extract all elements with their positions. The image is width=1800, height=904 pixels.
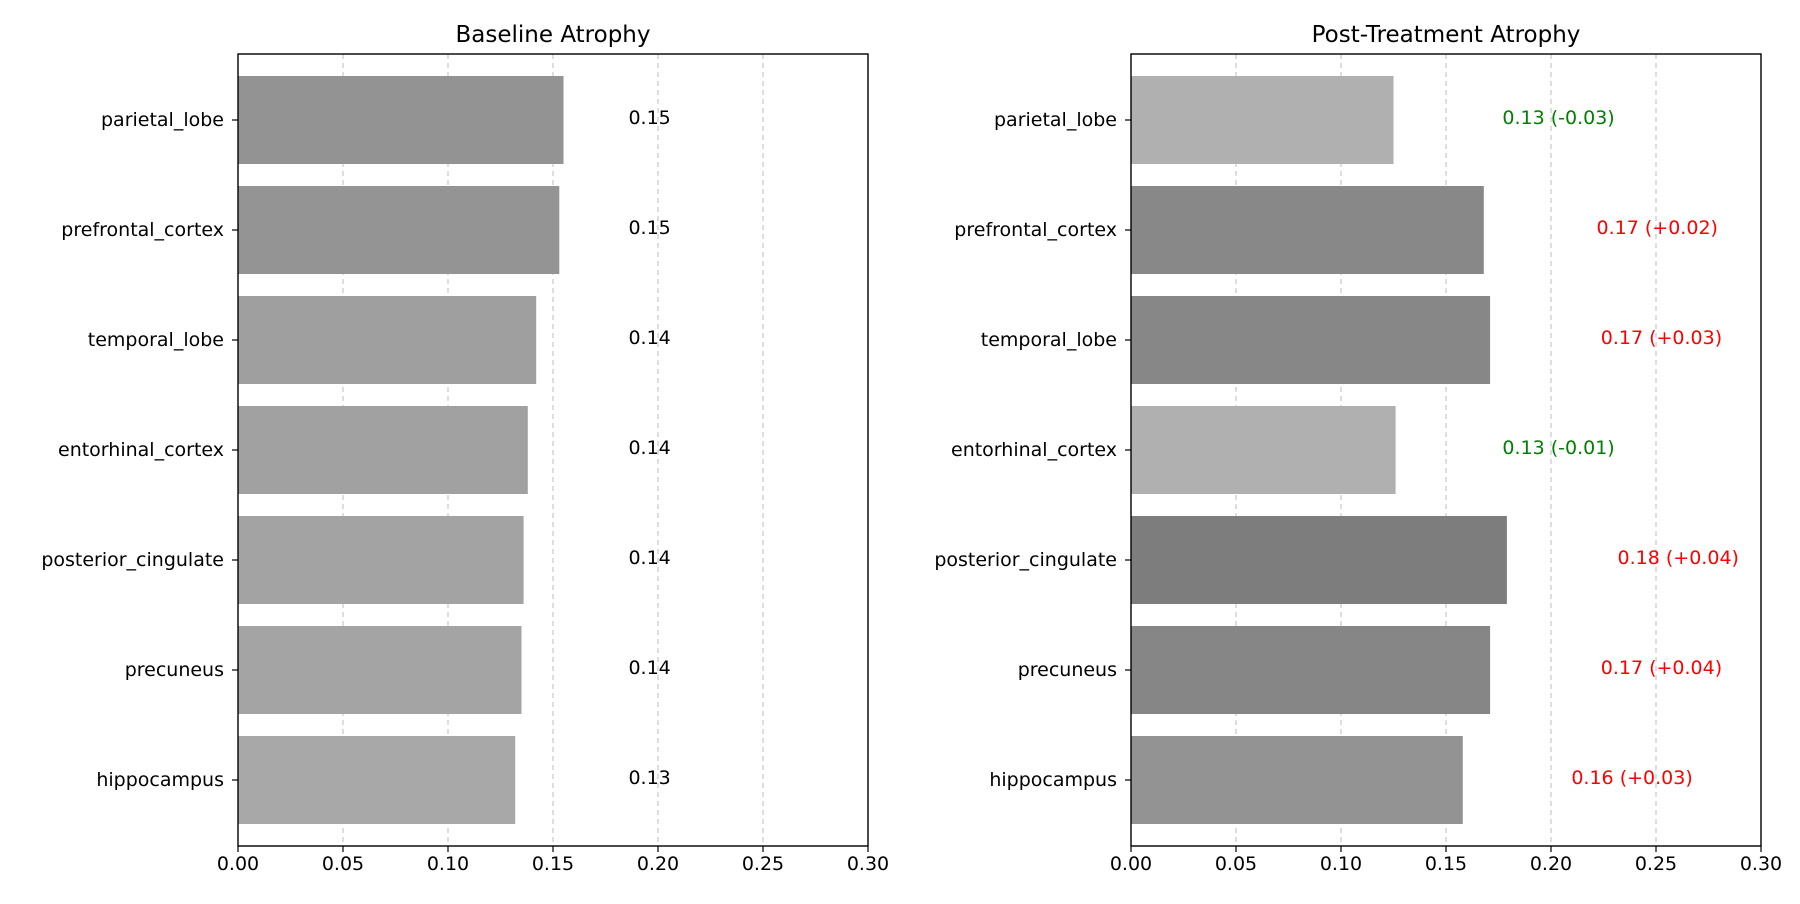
x-tick-label: 0.15	[532, 853, 574, 875]
bar-temporal_lobe	[1131, 296, 1491, 384]
data-label: 0.13 (-0.03)	[1502, 107, 1614, 129]
bar-hippocampus	[238, 736, 516, 824]
data-label: 0.13 (-0.01)	[1502, 437, 1614, 459]
data-label: 0.16 (+0.03)	[1571, 767, 1692, 789]
bar-posterior_cingulate	[238, 516, 524, 604]
x-tick-label: 0.25	[742, 853, 784, 875]
x-tick-label: 0.25	[1635, 853, 1677, 875]
y-tick-label: hippocampus	[989, 769, 1117, 791]
y-tick-label: entorhinal_cortex	[951, 439, 1117, 461]
data-label: 0.15	[628, 107, 670, 129]
x-tick-label: 0.00	[1110, 853, 1152, 875]
x-tick-label: 0.30	[847, 853, 889, 875]
x-tick-label: 0.05	[322, 853, 364, 875]
y-tick-label: hippocampus	[96, 769, 224, 791]
y-tick-label: parietal_lobe	[994, 109, 1117, 131]
panel-post: parietal_lobe 0.13 (-0.03) prefrontal_cort…	[934, 22, 1782, 875]
bar-precuneus	[1131, 626, 1491, 714]
y-tick-label: precuneus	[125, 659, 224, 681]
x-tick-label: 0.00	[217, 853, 259, 875]
x-tick-label: 0.10	[1320, 853, 1362, 875]
data-label: 0.13	[628, 767, 670, 789]
y-tick-label: prefrontal_cortex	[61, 219, 224, 241]
chart-title: Post-Treatment Atrophy	[1312, 22, 1581, 48]
data-label: 0.17 (+0.02)	[1597, 217, 1718, 239]
x-tick-label: 0.30	[1740, 853, 1782, 875]
bar-entorhinal_cortex	[1131, 406, 1396, 494]
bar-precuneus	[238, 626, 522, 714]
bar-prefrontal_cortex	[238, 186, 560, 274]
x-tick-label: 0.20	[1530, 853, 1572, 875]
data-label: 0.17 (+0.04)	[1601, 657, 1722, 679]
y-tick-label: posterior_cingulate	[934, 549, 1117, 571]
x-tick-label: 0.05	[1215, 853, 1257, 875]
panel-baseline: parietal_lobe 0.15 prefrontal_cortex 0.15 te…	[41, 22, 889, 875]
y-tick-label: posterior_cingulate	[41, 549, 224, 571]
y-tick-label: precuneus	[1018, 659, 1117, 681]
data-label: 0.14	[628, 437, 670, 459]
x-tick-label: 0.15	[1425, 853, 1467, 875]
data-label: 0.14	[628, 657, 670, 679]
y-tick-label: temporal_lobe	[88, 329, 224, 351]
x-tick-label: 0.10	[427, 853, 469, 875]
data-label: 0.18 (+0.04)	[1618, 547, 1739, 569]
y-tick-label: prefrontal_cortex	[954, 219, 1117, 241]
bar-temporal_lobe	[238, 296, 537, 384]
y-tick-label: parietal_lobe	[101, 109, 224, 131]
bar-posterior_cingulate	[1131, 516, 1507, 604]
bar-entorhinal_cortex	[238, 406, 528, 494]
bar-hippocampus	[1131, 736, 1463, 824]
bar-parietal_lobe	[238, 76, 564, 164]
x-tick-label: 0.20	[637, 853, 679, 875]
data-label: 0.14	[628, 327, 670, 349]
chart-title: Baseline Atrophy	[456, 22, 651, 48]
y-tick-label: entorhinal_cortex	[58, 439, 224, 461]
bar-parietal_lobe	[1131, 76, 1394, 164]
data-label: 0.15	[628, 217, 670, 239]
y-tick-label: temporal_lobe	[981, 329, 1117, 351]
bar-prefrontal_cortex	[1131, 186, 1484, 274]
data-label: 0.17 (+0.03)	[1601, 327, 1722, 349]
data-label: 0.14	[628, 547, 670, 569]
